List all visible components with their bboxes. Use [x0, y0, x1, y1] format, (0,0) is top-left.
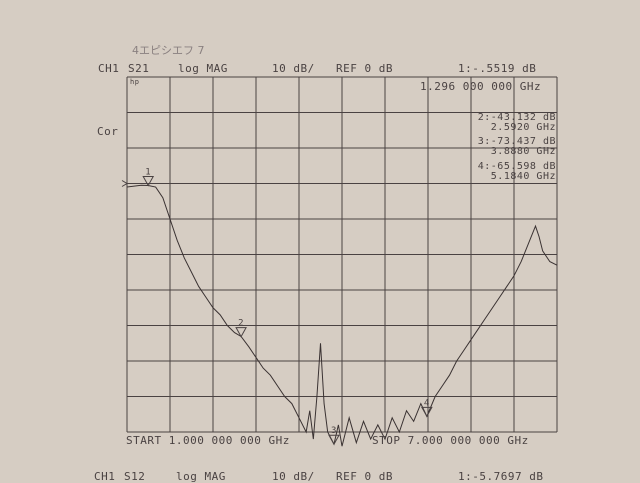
- handwritten-annotation: 4エピシエフ 7: [132, 44, 205, 57]
- reference-indicator: [121, 180, 128, 187]
- cor-label: Cor: [97, 125, 119, 138]
- marker-2-label: 2: [238, 319, 243, 329]
- param-label: S21: [128, 62, 150, 75]
- next-channel-label: CH1: [94, 470, 116, 483]
- next-format-label: log MAG: [176, 470, 226, 483]
- hp-logo: hp: [130, 78, 140, 86]
- marker-4-readout: 4:-65.598 dB 5.1840 GHz: [477, 161, 556, 182]
- marker-1-icon: [142, 175, 155, 187]
- format-label: log MAG: [178, 62, 228, 75]
- marker-1-label: 1: [145, 167, 150, 177]
- channel-label: CH1: [98, 62, 120, 75]
- next-param-label: S12: [124, 470, 146, 483]
- scale-label: 10 dB/: [272, 62, 315, 75]
- trace-line: [126, 184, 558, 447]
- marker-3-icon: [328, 434, 340, 446]
- marker-2-readout: 2:-43.132 dB 2.5920 GHz: [477, 112, 556, 133]
- start-freq: START 1.000 000 000 GHz: [126, 434, 290, 447]
- next-marker-readout: 1:-5.7697 dB: [458, 470, 544, 483]
- ref-label: REF 0 dB: [336, 62, 393, 75]
- marker-readout: 1:-.5519 dB: [458, 62, 537, 75]
- marker-4-icon: [421, 406, 433, 418]
- next-ref-label: REF 0 dB: [336, 470, 393, 483]
- next-scale-label: 10 dB/: [272, 470, 315, 483]
- marker-freq: 1.296 000 000 GHz: [420, 80, 542, 93]
- marker-4-label: 4: [424, 398, 429, 408]
- marker-3-readout: 3:-73.437 dB 3.8880 GHz: [477, 136, 556, 157]
- marker-2-icon: [235, 327, 247, 338]
- stop-freq: STOP 7.000 000 000 GHz: [372, 434, 529, 447]
- marker-3-label: 3: [331, 426, 336, 436]
